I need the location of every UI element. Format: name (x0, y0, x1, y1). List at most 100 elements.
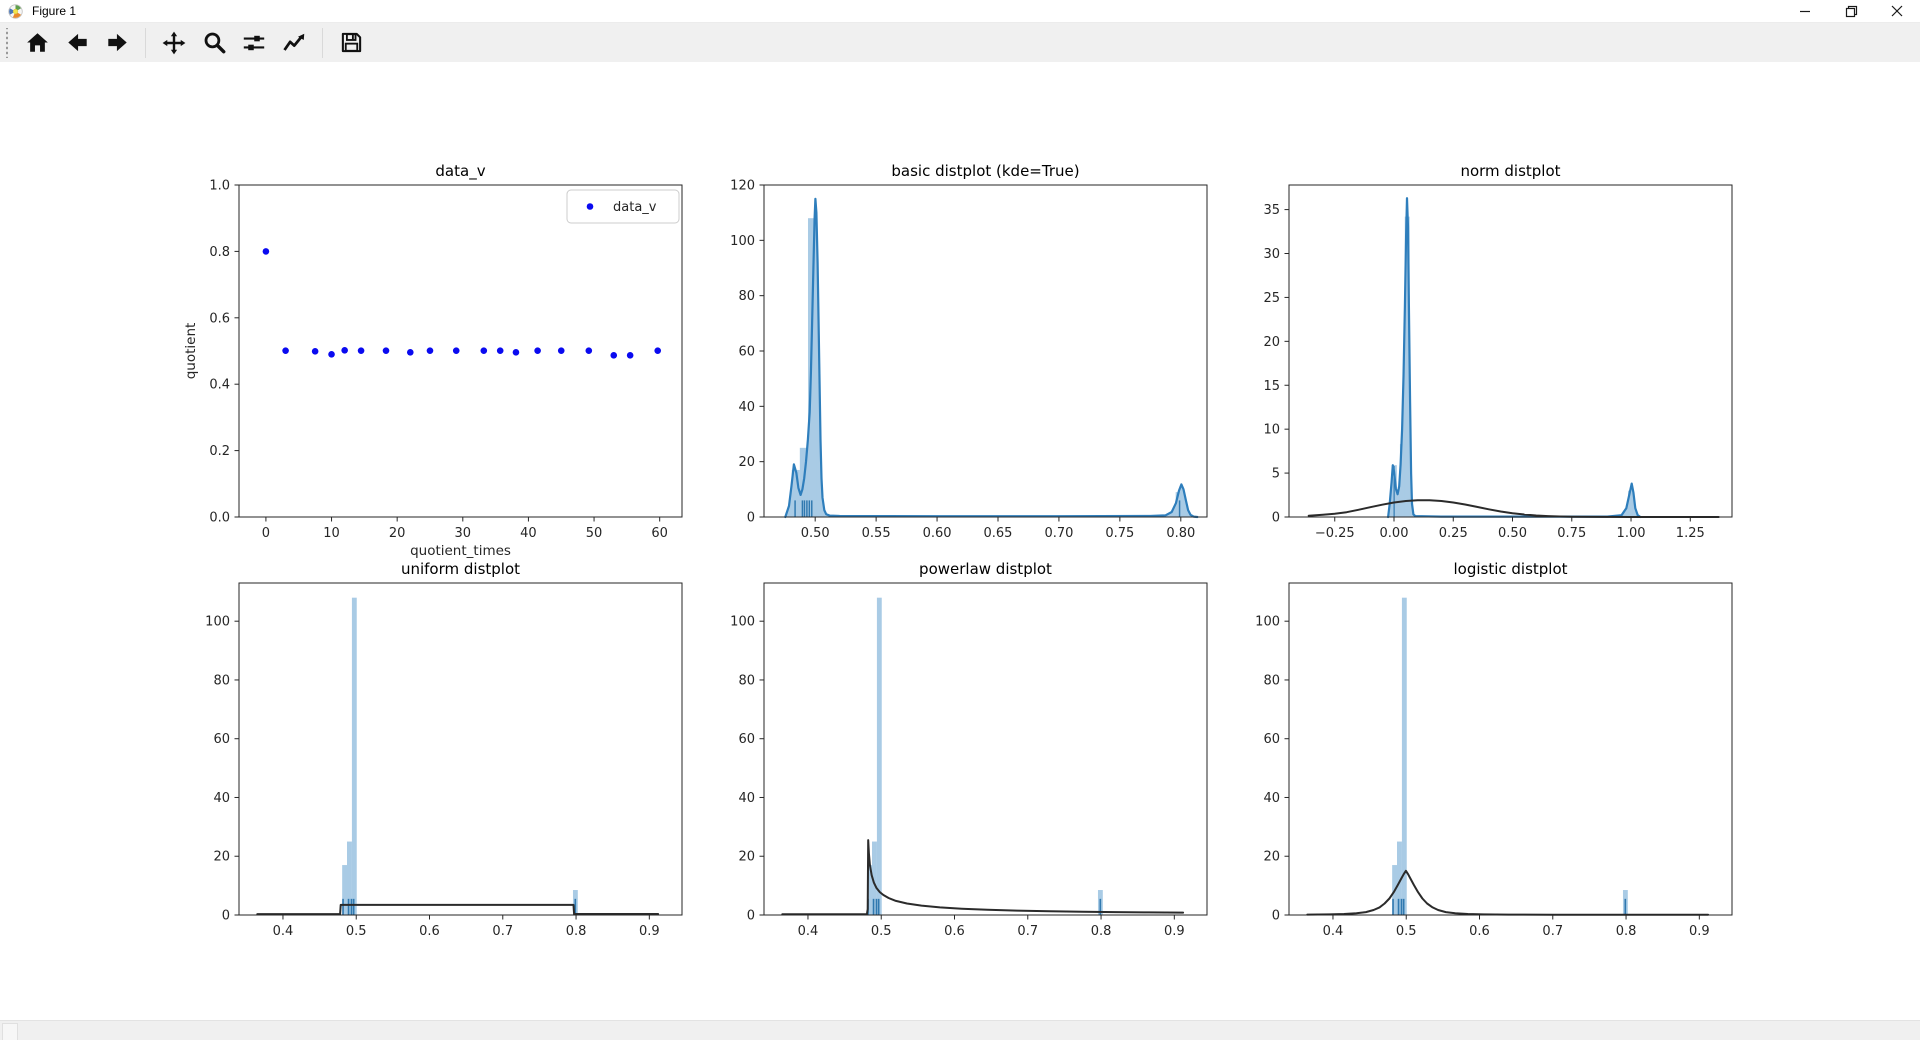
hist-bar (867, 865, 873, 915)
hist-bar (350, 898, 353, 915)
kde-area (1388, 198, 1641, 517)
y-tick-label: 30 (1263, 247, 1280, 262)
forward-arrow-icon (107, 33, 127, 52)
x-tick-label: 0.6 (1469, 924, 1490, 939)
x-tick-label: 20 (389, 526, 406, 541)
y-tick-label: 120 (730, 179, 755, 194)
y-tick-label: 40 (738, 791, 755, 806)
y-tick-label: 0 (1272, 909, 1280, 924)
y-tick-label: 25 (1263, 291, 1280, 306)
scatter-point (557, 347, 565, 354)
y-tick-label: 40 (738, 400, 755, 415)
y-tick-label: 0 (222, 909, 230, 924)
y-tick-label: 1.0 (209, 179, 230, 194)
hist-bar (811, 500, 813, 517)
hist-bar (1178, 500, 1181, 517)
hist-bar (794, 500, 796, 517)
hist-bar (875, 898, 878, 915)
hist-bar (1400, 898, 1403, 915)
y-tick-label: 100 (730, 234, 755, 249)
zoom-rect-button[interactable] (196, 26, 232, 60)
legend-label: data_v (613, 200, 657, 215)
x-tick-label: 0.9 (1164, 924, 1185, 939)
y-tick-label: 100 (205, 615, 230, 630)
save-button[interactable] (333, 26, 369, 60)
hist-bar (1397, 841, 1402, 915)
x-tick-label: 0.4 (273, 924, 294, 939)
x-tick-label: 0.6 (419, 924, 440, 939)
subplot-powerlaw: 0.4 0.5 0.6 0.7 0.8 0.9 0 20 40 60 80 100 powerlaw d… (730, 560, 1208, 939)
subplots-config-button[interactable] (236, 26, 272, 60)
hist-bar (347, 841, 352, 915)
toolbar-separator (145, 27, 146, 58)
y-tick-label: 80 (1263, 673, 1280, 688)
x-tick-label: 1.00 (1617, 526, 1646, 541)
subplot-title: powerlaw distplot (919, 560, 1052, 578)
zoom-magnifier-icon (204, 32, 225, 54)
customize-button[interactable] (276, 26, 312, 60)
scatter-point (480, 347, 488, 354)
y-tick-label: 0 (747, 511, 755, 526)
hist-bar (872, 841, 877, 915)
statusbar-grip (2, 1023, 18, 1040)
hist-bar (351, 597, 357, 915)
scatter-point (382, 347, 390, 354)
scatter-point (626, 352, 634, 359)
scatter-point (341, 347, 348, 354)
home-button[interactable] (19, 26, 55, 60)
back-button[interactable] (59, 26, 95, 60)
x-tick-label: 0.75 (1557, 526, 1586, 541)
scatter-point (496, 347, 504, 354)
x-tick-label: 0.9 (1689, 924, 1710, 939)
subplots-sliders-icon (243, 35, 265, 50)
toolbar-grip[interactable] (5, 27, 9, 58)
hist-bar (1628, 490, 1633, 517)
navigation-toolbar (0, 23, 1920, 62)
x-tick-label: 0.5 (871, 924, 892, 939)
y-tick-label: 0.6 (209, 311, 230, 326)
y-tick-label: 20 (738, 455, 755, 470)
y-tick-label: 0.2 (209, 444, 230, 459)
scatter-point (328, 351, 335, 358)
close-button[interactable] (1874, 0, 1920, 22)
figure-canvas[interactable]: 0 10 20 30 40 50 60 0.0 0.2 0.4 0.6 0.8 1.0 data_v quo… (0, 62, 1920, 1020)
x-tick-label: 0.9 (639, 924, 660, 939)
y-tick-label: 60 (1263, 732, 1280, 747)
titlebar: Figure 1 (0, 0, 1920, 23)
curve (1386, 197, 1642, 519)
hist-bar (1404, 216, 1410, 517)
pan-button[interactable] (156, 26, 192, 60)
hist-bar (1393, 466, 1395, 517)
scatter-point (357, 347, 365, 354)
minimize-button[interactable] (1782, 0, 1828, 22)
y-tick-label: 20 (738, 850, 755, 865)
scatter-point (426, 347, 434, 354)
y-tick-label: 60 (738, 732, 755, 747)
curve (1307, 499, 1720, 518)
scatter-point (654, 347, 662, 354)
x-tick-label: 0.00 (1380, 526, 1409, 541)
hist-bar (1624, 898, 1627, 915)
scatter-point (534, 347, 541, 354)
restore-button[interactable] (1828, 0, 1874, 22)
forward-button[interactable] (99, 26, 135, 60)
y-tick-label: 100 (730, 615, 755, 630)
hist-bar (1392, 898, 1394, 915)
x-tick-label: 0.60 (923, 526, 952, 541)
y-tick-label: 20 (1263, 335, 1280, 350)
x-tick-label: 60 (651, 526, 668, 541)
x-tick-label: 0.80 (1166, 526, 1195, 541)
x-tick-label: 50 (586, 526, 603, 541)
x-tick-label: 0.65 (984, 526, 1013, 541)
subplot-title: data_v (435, 162, 485, 181)
subplot-logistic: 0.4 0.5 0.6 0.7 0.8 0.9 0 20 40 60 80 100 logistic d… (1255, 560, 1733, 939)
x-tick-label: 30 (455, 526, 472, 541)
axes-frame (1288, 184, 1733, 518)
y-tick-label: 40 (1263, 791, 1280, 806)
x-tick-label: 0 (262, 526, 270, 541)
curve (784, 197, 1199, 519)
axes-frame (763, 582, 1208, 916)
x-tick-label: 10 (323, 526, 340, 541)
hist-bar (347, 898, 350, 915)
